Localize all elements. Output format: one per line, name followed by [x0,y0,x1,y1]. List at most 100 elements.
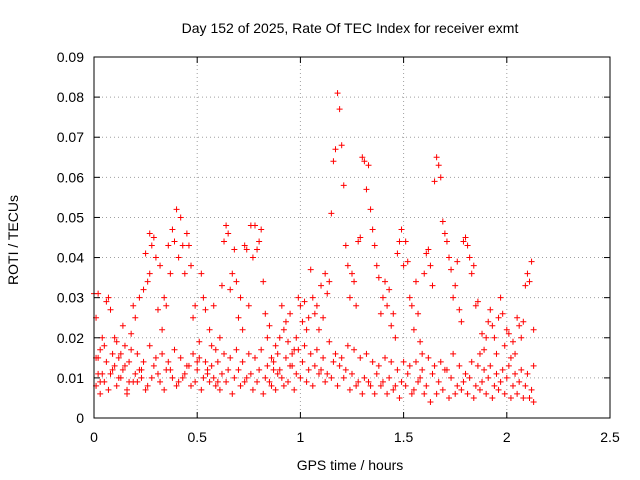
data-point [280,326,287,333]
data-point [249,254,256,261]
data-point [415,310,422,317]
data-point [386,374,393,381]
data-point [419,366,426,373]
data-point [367,206,374,213]
data-point [214,378,221,385]
data-point [144,382,151,389]
data-point [522,382,529,389]
data-point [237,382,244,389]
data-point [159,326,166,333]
data-point [97,390,104,397]
data-point [512,350,519,357]
data-point [458,318,465,325]
data-point [417,374,424,381]
data-point [458,386,465,393]
data-point [446,254,453,261]
data-point [194,358,201,365]
data-point [95,354,102,361]
data-point [297,374,304,381]
data-point [280,382,287,389]
data-point [150,362,157,369]
data-point [505,330,512,337]
data-point [375,274,382,281]
data-point [332,350,339,357]
data-point [202,358,209,365]
data-point [520,394,527,401]
data-point [371,390,378,397]
data-point [443,366,450,373]
data-point [243,246,250,253]
data-point [431,362,438,369]
data-point [320,314,327,321]
data-point [439,386,446,393]
data-point [198,270,205,277]
data-point [117,350,124,357]
data-point [497,294,504,301]
data-point [225,230,232,237]
x-tick-label: 0 [90,429,98,445]
data-point [495,314,502,321]
data-point [237,294,244,301]
data-point [489,322,496,329]
data-point [278,302,285,309]
data-point [245,350,252,357]
data-point [128,346,135,353]
data-point [313,346,320,353]
data-point [264,334,271,341]
data-point [400,262,407,269]
data-point [190,350,197,357]
data-point [324,370,331,377]
data-points [91,90,537,405]
data-point [305,366,312,373]
data-point [105,386,112,393]
data-point [501,390,508,397]
y-tick-label: 0.05 [57,209,84,225]
data-point [245,302,252,309]
data-point [373,262,380,269]
data-point [379,378,386,385]
data-point [258,226,265,233]
data-point [138,374,145,381]
data-point [349,370,355,377]
data-point [425,354,432,361]
data-point [119,366,126,373]
data-point [268,354,275,361]
data-point [470,262,477,269]
data-point [221,350,228,357]
data-point [101,378,108,385]
data-point [359,154,366,161]
data-point [105,294,112,301]
data-point [384,390,391,397]
data-point [464,390,471,397]
data-point [295,346,302,353]
x-tick-label: 2 [503,429,511,445]
data-point [161,294,168,301]
data-point [216,386,223,393]
data-point [146,270,153,277]
data-point [140,286,147,293]
data-point [117,374,124,381]
data-point [260,278,267,285]
data-point [446,394,453,401]
data-point [167,270,174,277]
data-point [177,354,184,361]
data-point [524,370,531,377]
data-point [437,358,444,365]
data-point [181,370,188,377]
data-point [330,158,337,165]
data-point [328,210,335,217]
data-point [340,182,347,189]
data-point [357,354,364,361]
data-point [109,350,116,357]
data-point [379,294,386,301]
data-point [408,390,415,397]
data-point [154,306,161,313]
data-point [361,158,368,165]
data-point [218,282,225,289]
data-point [107,370,114,377]
data-point [278,374,285,381]
data-point [188,262,195,269]
data-point [233,278,240,285]
data-point [223,222,230,229]
